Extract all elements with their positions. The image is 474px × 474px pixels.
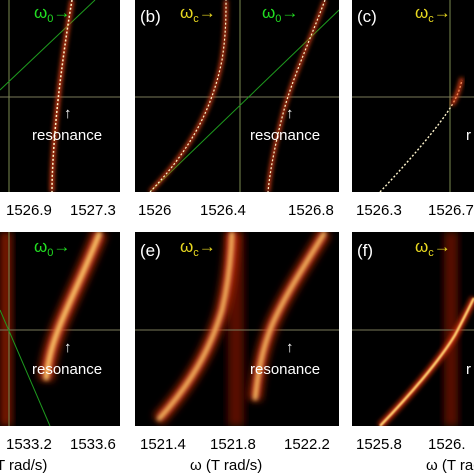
panel-e-tick-1: 1521.8 — [210, 436, 256, 453]
panel-b-omegac-label: ωc→ — [180, 3, 216, 25]
panel-e-tick-2: 1522.2 — [284, 436, 330, 453]
panel-d-tick-0: 1533.2 — [6, 436, 52, 453]
panel-e-lower-band-core — [156, 232, 234, 422]
panel-e-label: (e) — [140, 241, 161, 260]
row1-ticks: 1526.9 1527.3 1526 1526.4 1526.8 1526.3 … — [6, 202, 474, 219]
panel-c-tick-1: 1526.7 — [428, 202, 474, 219]
panel-c-tick-0: 1526.3 — [356, 202, 402, 219]
panel-e-upper-band-core — [253, 232, 327, 401]
panel-c: (c) ωc→ r — [352, 0, 474, 192]
panel-c-label: (c) — [357, 7, 377, 26]
panel-a-tick-0: 1526.9 — [6, 202, 52, 219]
panel-b-tick-0: 1526 — [138, 202, 171, 219]
panel-f-tick-0: 1525.8 — [356, 436, 402, 453]
panel-e-omegac-label: ωc→ — [180, 237, 216, 259]
panel-f-tick-1: 1526. — [428, 436, 466, 453]
panel-b-tick-1: 1526.4 — [200, 202, 246, 219]
panel-a-dispersion-core — [51, 0, 73, 192]
panel-d-up-arrow: ↑ — [64, 339, 72, 356]
panel-d-resonance-label: resonance — [32, 361, 102, 378]
panel-f-dispersion-core — [379, 297, 474, 426]
x-axis-title-partial: T rad/s) — [0, 457, 47, 474]
panel-f-label: (f) — [357, 241, 373, 260]
panel-e-tick-0: 1521.4 — [140, 436, 186, 453]
panel-d-light-line — [0, 309, 51, 426]
panel-b-background — [135, 0, 339, 192]
panel-b-label: (b) — [140, 7, 161, 26]
panel-d-left-glow — [0, 232, 12, 426]
panel-d-band-core — [43, 232, 103, 381]
panel-c-dispersion-curve — [379, 79, 463, 192]
panel-a-resonance-label: resonance — [32, 127, 102, 144]
panel-b-tick-2: 1526.8 — [288, 202, 334, 219]
panel-c-anticrossing — [450, 77, 464, 107]
panel-e-resonance-label: resonance — [250, 361, 320, 378]
panel-e-up-arrow: ↑ — [286, 339, 294, 356]
panel-a-omega0-label: ω0→ — [34, 3, 70, 25]
panel-c-omegac-label: ωc→ — [415, 3, 451, 25]
panel-f: (f) ωc→ r — [352, 232, 474, 426]
panel-b-upper-branch-core — [267, 0, 326, 192]
panel-a-tick-1: 1527.3 — [70, 202, 116, 219]
panel-a-up-arrow: ↑ — [64, 105, 72, 122]
panel-d-tick-1: 1533.6 — [70, 436, 116, 453]
panel-b-omega0-label: ω0→ — [262, 3, 298, 25]
panel-f-omegac-label: ωc→ — [415, 237, 451, 259]
panel-d: ω0→ ↑ resonance — [0, 232, 120, 426]
panel-b: (b) ωc→ ω0→ ↑ resonance — [135, 0, 339, 192]
panel-a: ω0→ ↑ resonance — [0, 0, 120, 192]
x-axis-title-center: ω (T rad/s) — [190, 457, 262, 474]
panel-b-resonance-label: resonance — [250, 127, 320, 144]
row2-ticks: 1533.2 1533.6 1521.4 1521.8 1522.2 1525.… — [6, 436, 466, 453]
panel-f-resonance-label: r — [466, 361, 471, 378]
panel-c-resonance-label: r — [466, 127, 471, 144]
panel-a-light-line — [0, 0, 96, 91]
panel-b-lower-branch-core — [149, 0, 227, 192]
panel-e: (e) ωc→ ↑ resonance — [135, 232, 339, 426]
x-axis-title-right: ω (T rad/s) — [426, 457, 474, 474]
panel-f-omegac-glow — [444, 232, 458, 426]
panel-b-up-arrow: ↑ — [286, 105, 294, 122]
panel-c-background — [352, 0, 474, 192]
panel-d-omega0-label: ω0→ — [34, 237, 70, 259]
